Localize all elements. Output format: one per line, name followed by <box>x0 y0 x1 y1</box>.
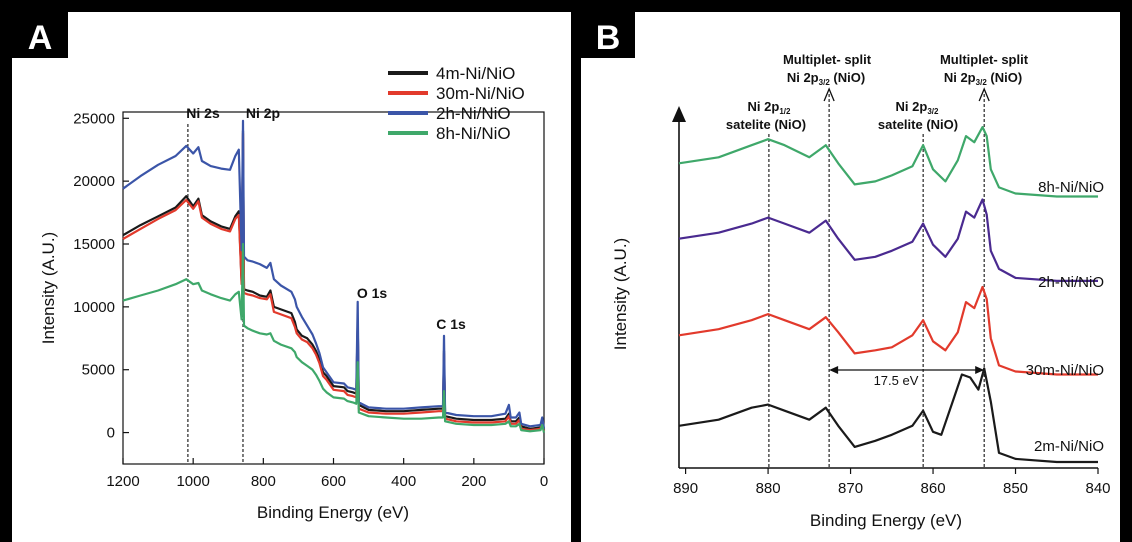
ni2p32-satellite-annotation-line2: satelite (NiO) <box>878 117 958 132</box>
ni2p12-satellite-annotation: Ni 2p1/2 <box>748 99 791 116</box>
top-border <box>0 0 1132 12</box>
panel-a-ylabel: Intensity (A.U.) <box>39 232 58 344</box>
series-line <box>122 132 546 432</box>
panel-a-letter: A <box>28 19 53 57</box>
series-line <box>678 367 1098 464</box>
right-border <box>1120 0 1132 542</box>
panel-a-plot-frame <box>122 111 545 465</box>
panel-a-tab <box>12 12 68 58</box>
x-tick-label: 840 <box>1085 480 1110 497</box>
panel-a: 1200 1000 800 600 400 200 00500010000150002000… <box>39 64 548 522</box>
delta-arrow <box>829 366 985 374</box>
panel-b-ylabel: Intensity (A.U.) <box>611 238 630 350</box>
ann3-subscript: 3/2 <box>927 107 939 116</box>
multiplet-split-annotation-2-line2: Ni 2p3/2 (NiO) <box>944 70 1022 87</box>
legend-label: 4m-Ni/NiO <box>436 64 515 83</box>
series-line <box>678 285 1098 376</box>
series-line <box>122 242 546 433</box>
x-tick-label: 600 <box>321 473 346 490</box>
delta-arrowhead-left <box>829 366 839 374</box>
ni2p12-satellite-annotation-line2: satelite (NiO) <box>726 117 806 132</box>
x-tick-label: 880 <box>756 480 781 497</box>
panel-b-axes: 890 880 870 860 850 840 <box>672 106 1111 497</box>
series-line <box>678 126 1098 198</box>
y-tick-label: 15000 <box>73 236 115 253</box>
panel-b: 890 880 870 860 850 840 2m-Ni/NiO 30m-Ni/NiO 2h… <box>611 52 1111 530</box>
delta-arrowhead-right <box>975 366 985 374</box>
panel-a-series <box>122 119 546 433</box>
y-axis-arrowhead <box>672 106 686 122</box>
series-label: 2m-Ni/NiO <box>1034 438 1104 455</box>
x-tick-label: 0 <box>540 473 548 490</box>
ann2-text: Ni 2p <box>787 70 819 85</box>
series-label: 30m-Ni/NiO <box>1026 362 1104 379</box>
y-tick-label: 10000 <box>73 299 115 316</box>
y-tick-label: 25000 <box>73 110 115 127</box>
left-border <box>0 0 12 542</box>
legend-label: 30m-Ni/NiO <box>436 84 525 103</box>
ann2-text-tail: (NiO) <box>830 70 865 85</box>
x-tick-label: 860 <box>921 480 946 497</box>
panel-b-series <box>678 126 1098 464</box>
series-label: 2h-Ni/NiO <box>1038 274 1104 291</box>
x-tick-label: 800 <box>251 473 276 490</box>
x-tick-label: 1000 <box>176 473 209 490</box>
ann4-text-tail: (NiO) <box>987 70 1022 85</box>
multiplet-split-annotation-1: Multiplet- split <box>783 52 872 67</box>
panel-a-xlabel: Binding Energy (eV) <box>257 503 409 522</box>
x-tick-label: 890 <box>673 480 698 497</box>
y-tick-label: 5000 <box>82 362 115 379</box>
c1s-annotation: C 1s <box>436 316 466 332</box>
panel-a-axes: 1200 1000 800 600 400 200 00500010000150002000… <box>73 110 548 490</box>
series-label: 8h-Ni/NiO <box>1038 179 1104 196</box>
series-line <box>122 119 546 429</box>
ni2p32-satellite-annotation: Ni 2p3/2 <box>896 99 939 116</box>
panel-divider <box>571 0 581 542</box>
x-tick-label: 1200 <box>106 473 139 490</box>
ni2p-annotation: Ni 2p <box>246 105 280 121</box>
ann4-subscript: 3/2 <box>976 78 988 87</box>
ann4-text: Ni 2p <box>944 70 976 85</box>
multiplet-split-annotation-1-line2: Ni 2p3/2 (NiO) <box>787 70 865 87</box>
ann1-text: Ni 2p <box>748 99 780 114</box>
multiplet-split-annotation-2: Multiplet- split <box>940 52 1029 67</box>
panel-b-tab <box>581 12 635 58</box>
x-tick-label: 200 <box>461 473 486 490</box>
panel-b-reference-lines <box>768 87 990 468</box>
delta-label: 17.5 eV <box>874 373 919 388</box>
ann3-text: Ni 2p <box>896 99 928 114</box>
panel-b-series-labels: 2m-Ni/NiO 30m-Ni/NiO 2h-Ni/NiO 8h-Ni/NiO <box>1026 179 1104 455</box>
ann1-subscript: 1/2 <box>779 107 791 116</box>
legend-label: 2h-Ni/NiO <box>436 104 511 123</box>
y-tick-label: 0 <box>107 425 115 442</box>
series-line <box>678 198 1098 282</box>
o1s-annotation: O 1s <box>357 285 388 301</box>
panel-b-letter: B <box>596 19 621 57</box>
x-tick-label: 870 <box>838 480 863 497</box>
x-tick-label: 850 <box>1003 480 1028 497</box>
legend-label: 8h-Ni/NiO <box>436 124 511 143</box>
ni2s-annotation: Ni 2s <box>186 105 220 121</box>
x-tick-label: 400 <box>391 473 416 490</box>
reference-arrowhead <box>978 87 990 102</box>
y-tick-label: 20000 <box>73 173 115 190</box>
reference-arrowhead <box>823 87 835 102</box>
panel-b-xlabel: Binding Energy (eV) <box>810 511 962 530</box>
ann2-subscript: 3/2 <box>819 78 831 87</box>
